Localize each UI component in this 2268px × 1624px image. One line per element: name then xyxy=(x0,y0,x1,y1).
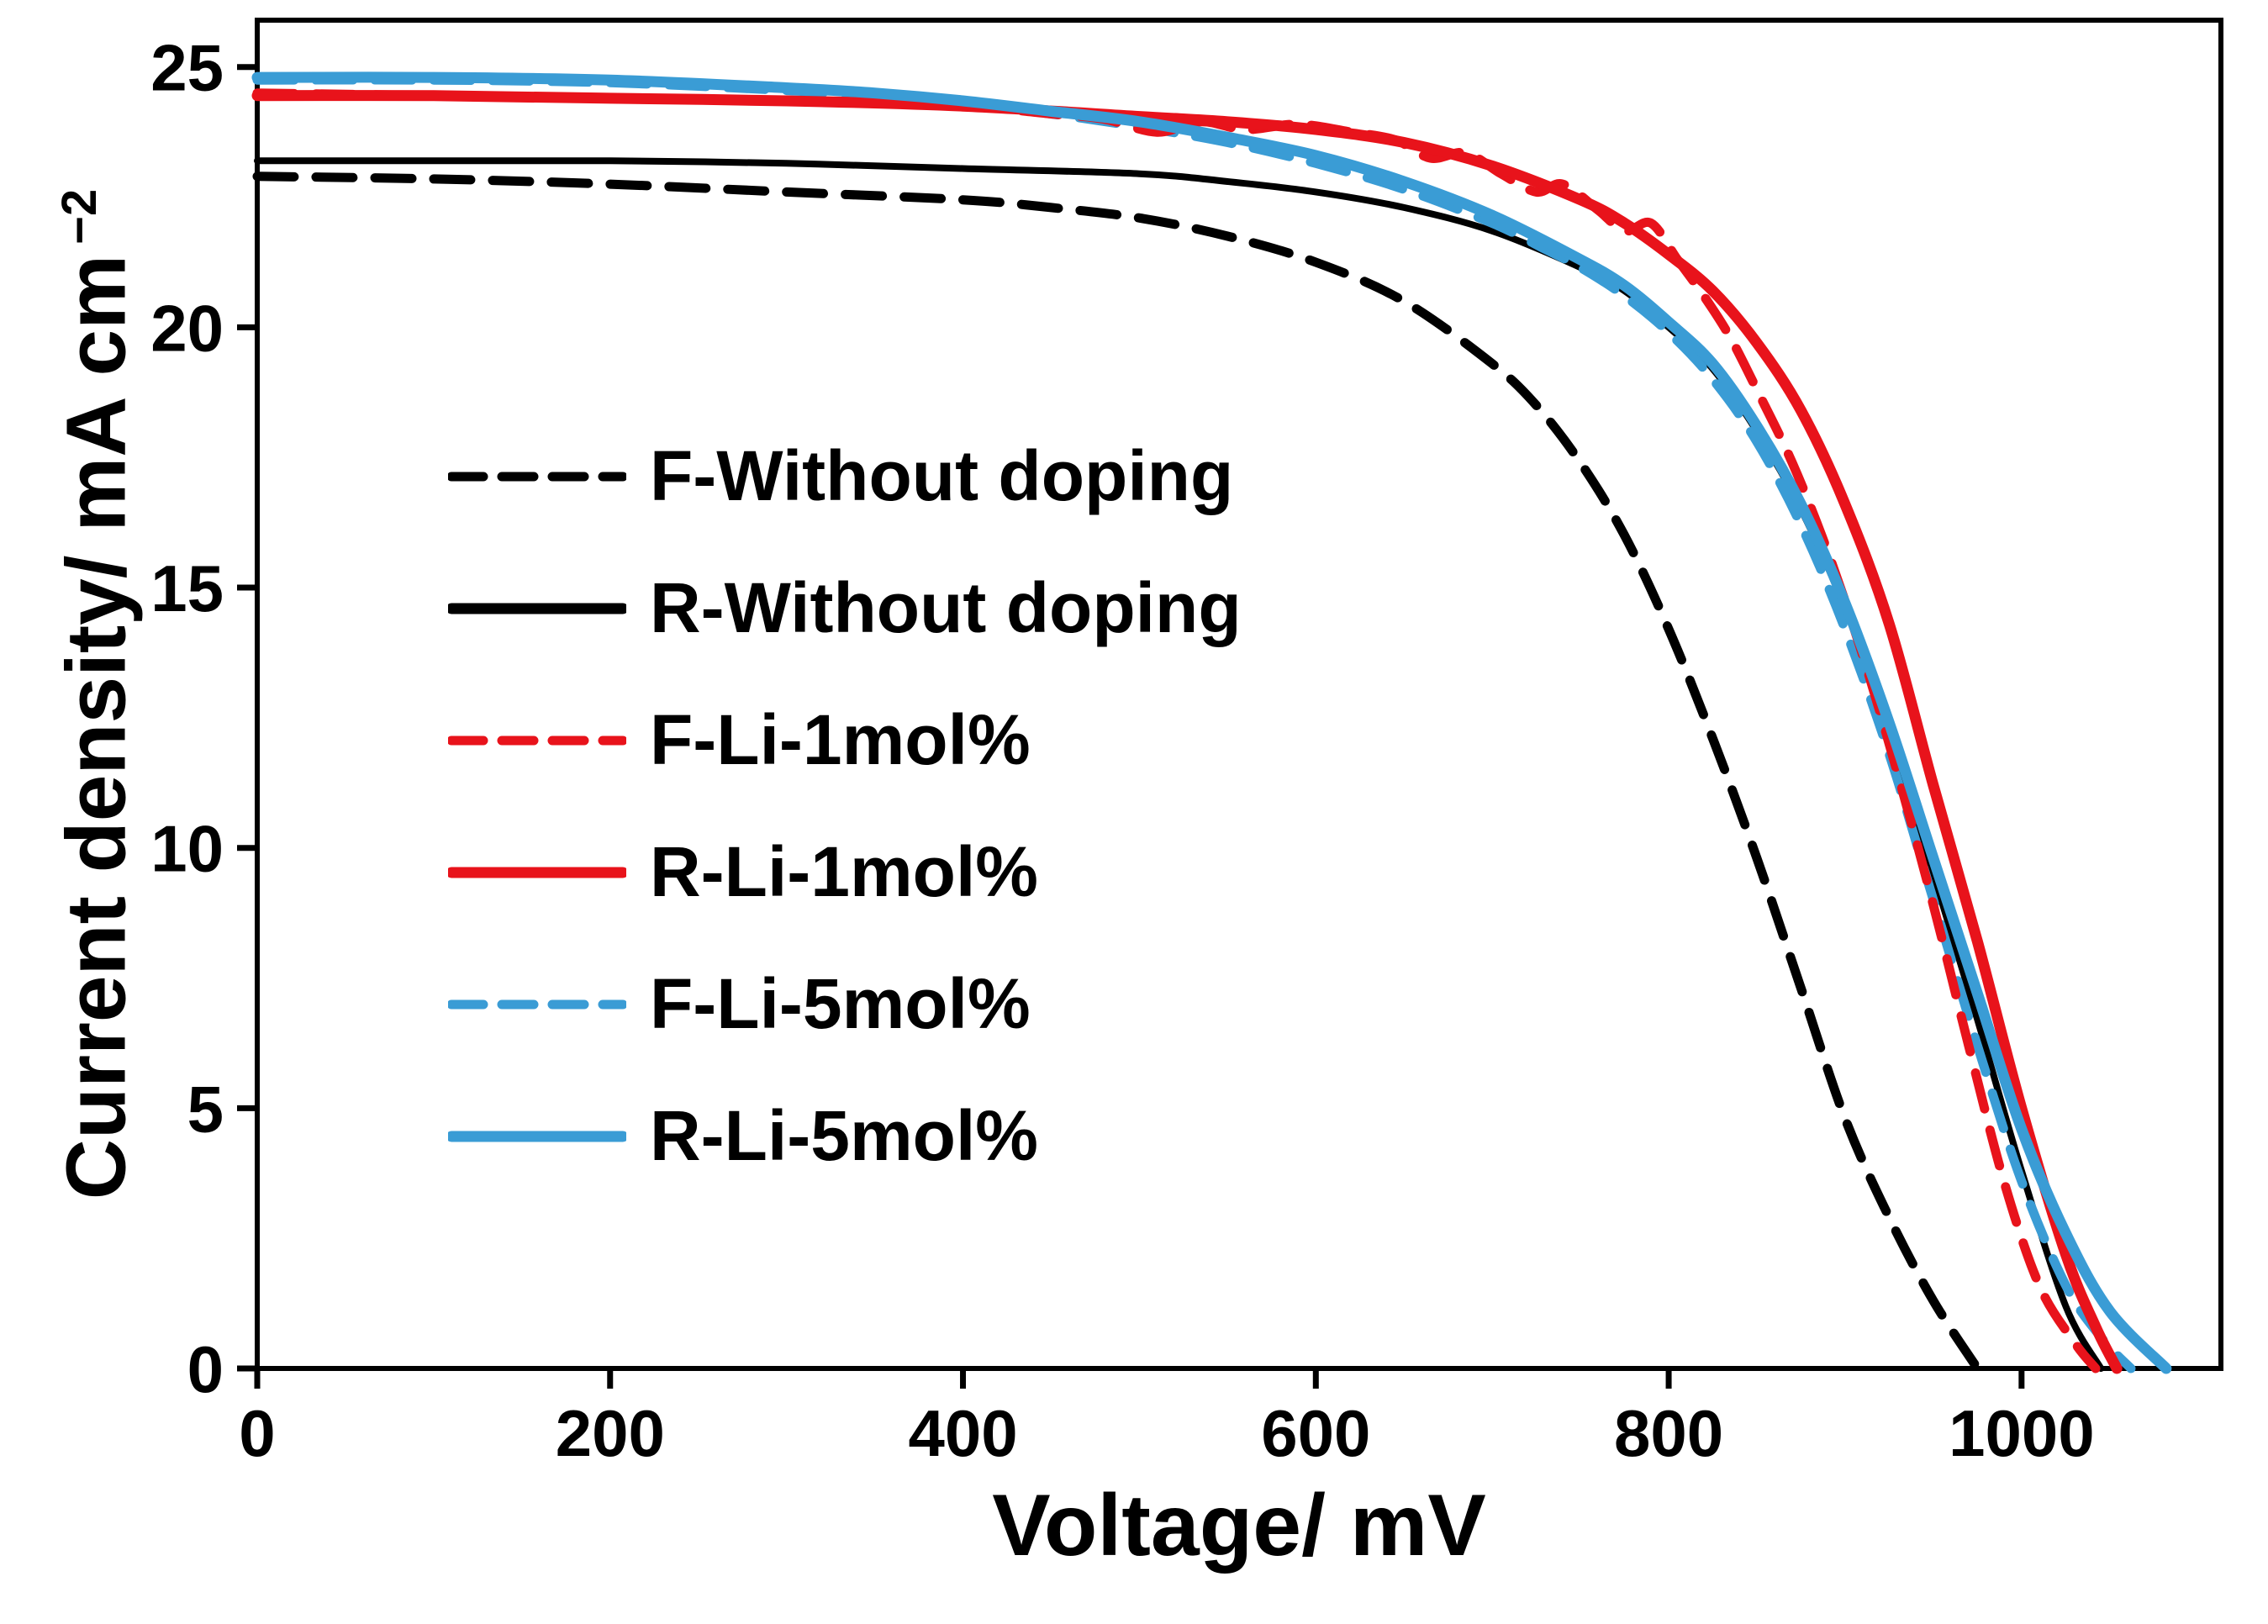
y-axis-title-superscript: −2 xyxy=(52,188,107,245)
series-line-5 xyxy=(251,71,2172,1374)
legend-label: F-Without doping xyxy=(650,436,1234,515)
x-tick-label: 200 xyxy=(556,1396,665,1470)
y-tick-label: 0 xyxy=(187,1332,224,1406)
chart-legend: F-Without doping R-Without doping F-Li-1… xyxy=(448,410,1242,1202)
legend-line-sample xyxy=(448,736,626,745)
legend-item-r-li-1mol: R-Li-1mol% xyxy=(448,806,1242,938)
legend-item-f-li-5mol: F-Li-5mol% xyxy=(448,938,1242,1070)
series-line-4 xyxy=(252,75,2136,1374)
legend-item-f-without-doping: F-Without doping xyxy=(448,410,1242,542)
y-tick-label: 20 xyxy=(150,291,224,365)
x-tick-label: 1000 xyxy=(1949,1396,2095,1470)
legend-line-sample xyxy=(448,603,626,614)
plot-frame xyxy=(255,18,2223,1371)
series-line-3 xyxy=(251,90,2123,1374)
x-tick-label: 400 xyxy=(908,1396,1017,1470)
x-axis-title: Voltage/ mV xyxy=(992,1477,1486,1574)
x-tick-label: 0 xyxy=(239,1396,275,1470)
legend-item-f-li-1mol: F-Li-1mol% xyxy=(448,674,1242,806)
y-axis-title-text: Current density/ mA cm xyxy=(49,254,144,1200)
legend-label: F-Li-1mol% xyxy=(650,700,1031,779)
legend-line-sample xyxy=(448,472,626,481)
x-tick-label: 800 xyxy=(1614,1396,1723,1470)
y-tick-label: 25 xyxy=(150,31,224,105)
legend-label: R-Without doping xyxy=(650,568,1242,647)
legend-line-sample xyxy=(448,1131,626,1142)
series-line-0 xyxy=(252,171,1982,1374)
legend-label: R-Li-5mol% xyxy=(650,1096,1038,1175)
legend-label: F-Li-5mol% xyxy=(650,964,1031,1043)
y-axis-title: Current density/ mA cm −2 xyxy=(34,0,143,1416)
legend-item-r-li-5mol: R-Li-5mol% xyxy=(448,1070,1242,1202)
legend-line-sample xyxy=(448,999,626,1009)
legend-line-sample xyxy=(448,867,626,878)
y-tick-label: 15 xyxy=(150,551,224,625)
y-tick-label: 5 xyxy=(187,1072,224,1146)
legend-label: R-Li-1mol% xyxy=(650,832,1038,911)
y-tick-label: 10 xyxy=(150,812,224,886)
legend-item-r-without-doping: R-Without doping xyxy=(448,542,1242,674)
x-tick-label: 600 xyxy=(1261,1396,1370,1470)
